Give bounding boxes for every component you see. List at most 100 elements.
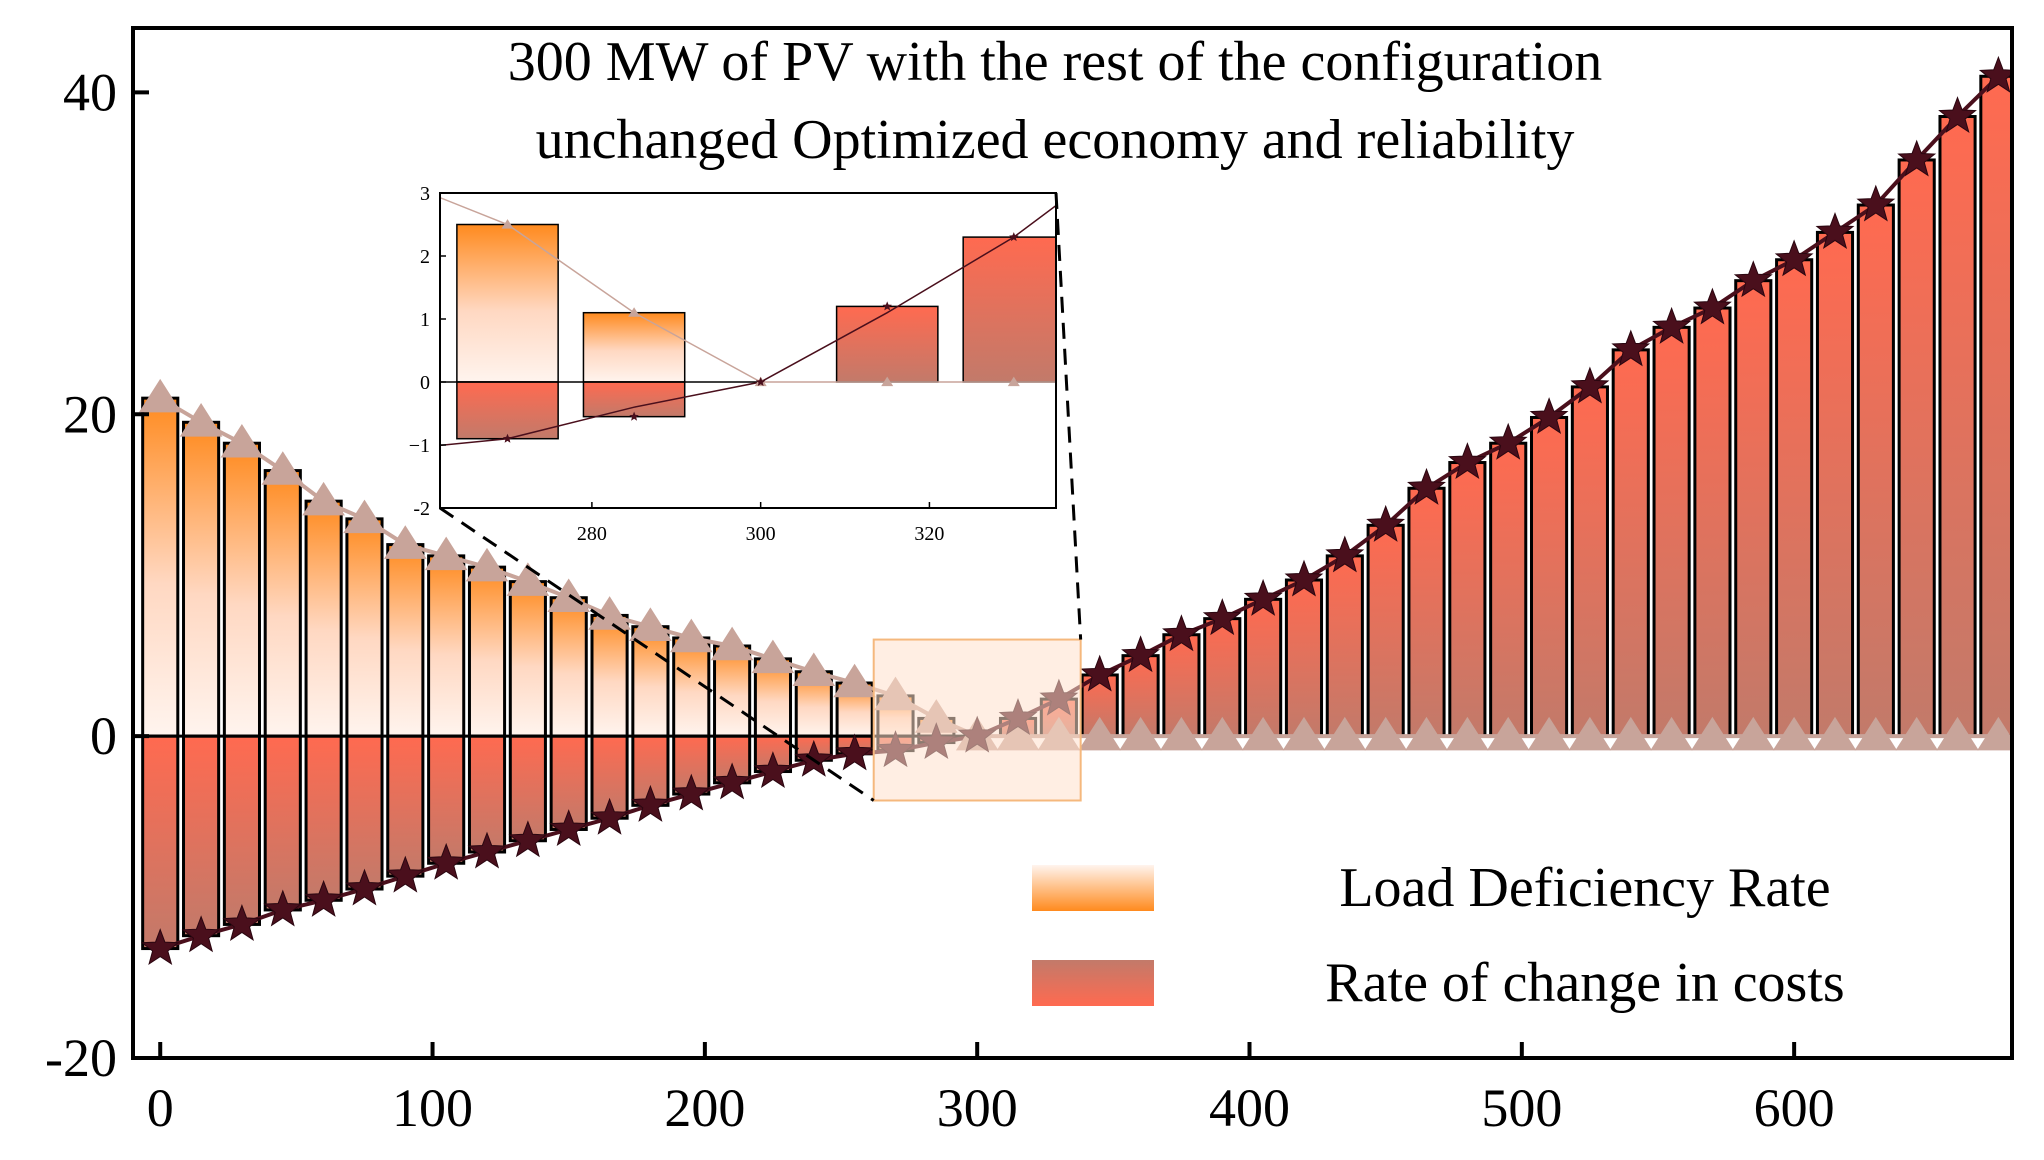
marker-load-deficiency-rate bbox=[424, 536, 468, 571]
marker-load-deficiency-rate bbox=[343, 499, 386, 534]
legend: Load Deficiency Rate Rate of change in c… bbox=[1032, 857, 1845, 1014]
marker-rate-of-change-in-costs bbox=[1570, 366, 1610, 404]
marker-rate-of-change-in-costs bbox=[1243, 578, 1283, 616]
inset-x-tick-label: 320 bbox=[914, 523, 944, 545]
marker-rate-of-change-in-costs bbox=[1447, 442, 1487, 480]
x-tick-label: 200 bbox=[664, 1078, 745, 1138]
y-tick-label: 20 bbox=[63, 384, 117, 444]
marker-rate-of-change-in-costs bbox=[1856, 184, 1896, 222]
marker-load-deficiency-rate bbox=[302, 481, 345, 516]
bar-load-deficiency-rate bbox=[304, 499, 343, 738]
marker-load-deficiency-rate bbox=[1323, 716, 1367, 751]
marker-rate-of-change-in-costs bbox=[263, 889, 303, 927]
marker-load-deficiency-rate bbox=[179, 402, 223, 437]
marker-load-deficiency-rate bbox=[710, 626, 754, 661]
title-line-1: 300 MW of PV with the rest of the config… bbox=[508, 31, 1602, 93]
marker-rate-of-change-in-costs bbox=[140, 928, 180, 966]
plot-frame bbox=[131, 26, 2014, 1060]
marker-rate-of-change-in-costs bbox=[1529, 397, 1569, 434]
marker-load-deficiency-rate bbox=[1119, 716, 1162, 751]
inset-bar-load-deficiency-rate bbox=[456, 223, 559, 383]
marker-load-deficiency-rate bbox=[465, 547, 509, 582]
bar-load-deficiency-rate bbox=[345, 517, 384, 738]
bar-rate-of-change-in-costs bbox=[304, 734, 343, 902]
marker-load-deficiency-rate bbox=[1854, 716, 1898, 751]
marker-load-deficiency-rate bbox=[1977, 716, 2012, 751]
bar-load-deficiency-rate bbox=[508, 580, 547, 738]
bar-rate-of-change-in-costs bbox=[182, 734, 221, 938]
bar-rate-of-change-in-costs bbox=[1856, 203, 1895, 738]
legend-label-load-deficiency-rate: Load Deficiency Rate bbox=[1339, 857, 1830, 919]
marker-load-deficiency-rate bbox=[1895, 716, 1939, 751]
bar-load-deficiency-rate bbox=[467, 565, 507, 738]
marker-load-deficiency-rate bbox=[1200, 716, 1244, 751]
marker-rate-of-change-in-costs bbox=[1080, 654, 1120, 692]
bar-rate-of-change-in-costs bbox=[1897, 158, 1936, 738]
inset-axes: 280 300 320 -2 −1 0 1 2 3 bbox=[409, 183, 945, 545]
bar-rate-of-change-in-costs bbox=[1775, 258, 1814, 738]
bar-load-deficiency-rate bbox=[222, 441, 261, 738]
y-tick-label: 40 bbox=[63, 62, 117, 122]
marker-rate-of-change-in-costs bbox=[1652, 306, 1692, 344]
marker-load-deficiency-rate bbox=[833, 663, 876, 698]
inset-bar-rate-of-change-in-costs bbox=[835, 305, 939, 383]
marker-load-deficiency-rate bbox=[1364, 716, 1408, 751]
marker-rate-of-change-in-costs bbox=[508, 820, 548, 858]
marker-rate-of-change-in-costs bbox=[1202, 598, 1242, 636]
y-tick-label: -20 bbox=[45, 1028, 117, 1088]
bar-load-deficiency-rate bbox=[590, 613, 629, 738]
inset-marker-load-deficiency-rate bbox=[628, 307, 641, 317]
marker-load-deficiency-rate bbox=[1936, 716, 1979, 751]
title-line-2: unchanged Optimized economy and reliabil… bbox=[536, 109, 1575, 171]
chart-title: 300 MW of PV with the rest of the config… bbox=[508, 31, 1602, 171]
marker-rate-of-change-in-costs bbox=[1284, 559, 1324, 597]
zoom-region-rect bbox=[872, 638, 1082, 802]
inset-marker-rate-of-change-in-costs bbox=[882, 301, 892, 311]
bar-rate-of-change-in-costs bbox=[345, 734, 384, 891]
inset-bar-load-deficiency-rate bbox=[582, 311, 686, 383]
marker-load-deficiency-rate bbox=[1160, 716, 1203, 751]
marker-load-deficiency-rate bbox=[506, 562, 550, 596]
marker-rate-of-change-in-costs bbox=[467, 831, 507, 869]
x-tick-label: 300 bbox=[937, 1078, 1018, 1138]
marker-rate-of-change-in-costs bbox=[1733, 260, 1773, 298]
marker-load-deficiency-rate bbox=[1282, 716, 1326, 751]
bar-rate-of-change-in-costs bbox=[1611, 348, 1650, 738]
marker-rate-of-change-in-costs bbox=[181, 915, 221, 953]
inset-marker-rate-of-change-in-costs bbox=[629, 411, 639, 421]
marker-rate-of-change-in-costs bbox=[1938, 96, 1977, 134]
zoom-connector-left bbox=[439, 506, 875, 802]
bar-load-deficiency-rate bbox=[549, 596, 588, 738]
marker-rate-of-change-in-costs bbox=[385, 855, 425, 893]
x-tick-label: 100 bbox=[392, 1078, 473, 1138]
bar-rate-of-change-in-costs bbox=[1366, 523, 1405, 738]
marker-rate-of-change-in-costs bbox=[1978, 55, 2012, 93]
bar-rate-of-change-in-costs bbox=[1325, 554, 1364, 738]
bar-rate-of-change-in-costs bbox=[1284, 578, 1324, 738]
marker-rate-of-change-in-costs bbox=[590, 797, 629, 835]
legend-swatch-load-deficiency-rate bbox=[1032, 865, 1154, 911]
marker-load-deficiency-rate bbox=[1772, 716, 1816, 751]
marker-load-deficiency-rate bbox=[1078, 716, 1122, 751]
bar-rate-of-change-in-costs bbox=[1244, 597, 1283, 738]
bar-rate-of-change-in-costs bbox=[1407, 486, 1446, 738]
x-tick-label: 500 bbox=[1481, 1078, 1562, 1138]
bar-rate-of-change-in-costs bbox=[1938, 115, 1977, 738]
x-tick-label: 600 bbox=[1754, 1078, 1835, 1138]
marker-load-deficiency-rate bbox=[138, 378, 182, 413]
marker-load-deficiency-rate bbox=[1731, 716, 1775, 751]
bar-rate-of-change-in-costs bbox=[1489, 441, 1528, 738]
marker-load-deficiency-rate bbox=[792, 652, 836, 686]
marker-rate-of-change-in-costs bbox=[630, 784, 670, 822]
marker-load-deficiency-rate bbox=[1446, 716, 1489, 751]
marker-rate-of-change-in-costs bbox=[222, 903, 262, 941]
bar-load-deficiency-rate bbox=[141, 396, 180, 738]
inset-marker-load-deficiency-rate bbox=[881, 376, 894, 387]
marker-rate-of-change-in-costs bbox=[1121, 635, 1160, 673]
x-tick-label: 400 bbox=[1209, 1078, 1290, 1138]
